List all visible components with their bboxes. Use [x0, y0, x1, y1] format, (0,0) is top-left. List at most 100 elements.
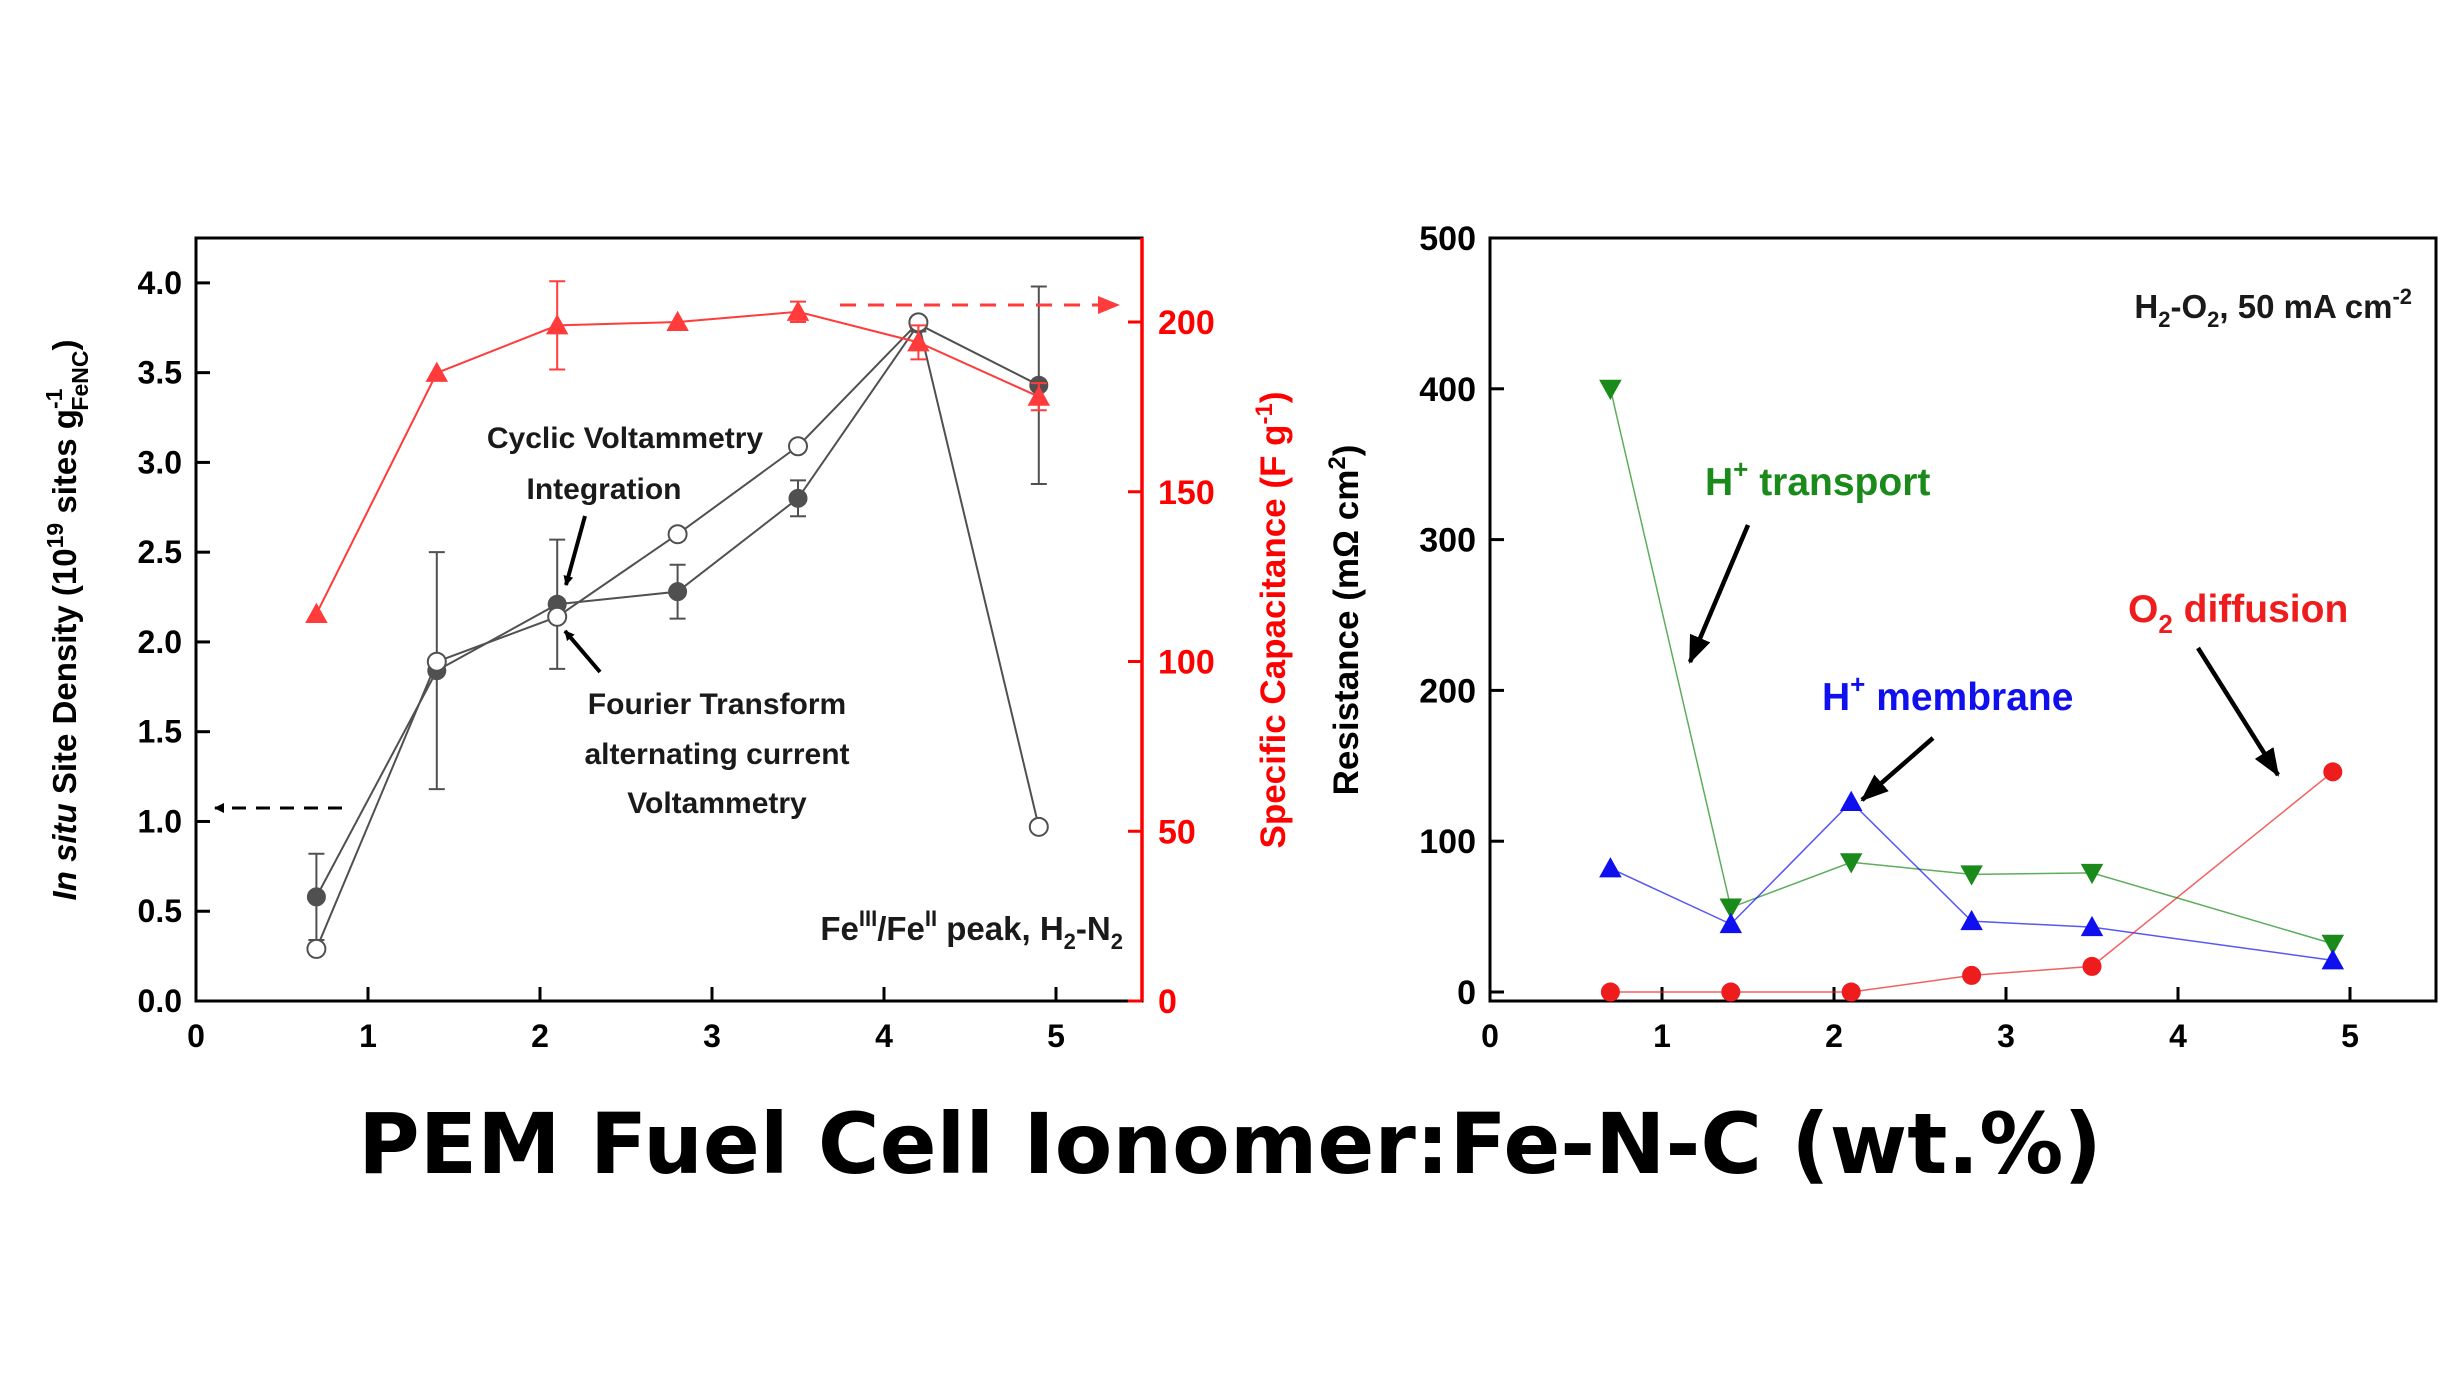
- peak-condition-label: FeIII/FeII peak, H2-N2: [820, 906, 1123, 954]
- data-point-2: [907, 331, 930, 352]
- peak-label-sup1: III: [859, 906, 877, 931]
- resistance-x-tick-label: 0: [1481, 1018, 1499, 1054]
- peak-label-sup2: II: [925, 906, 937, 931]
- resistance-x-tick-label: 2: [1825, 1018, 1843, 1054]
- left-y-tick-label: 1.0: [138, 803, 182, 839]
- left-y-axis-label-italic: In situ: [46, 803, 83, 900]
- resistance-point-0: [1599, 379, 1622, 401]
- peak-label-sub2: 2: [1111, 929, 1123, 954]
- ft-annotation-line2: alternating current: [584, 738, 849, 771]
- peak-label-part: peak, H: [937, 910, 1064, 947]
- left-y-tick-label: 2.0: [138, 624, 182, 660]
- ft-annotation-line1: Fourier Transform: [588, 688, 846, 721]
- right-y-axis-label: Specific Capacitance (F g-1): [1251, 391, 1294, 848]
- data-point-2: [666, 310, 689, 331]
- resistance-point-1: [2321, 949, 2345, 970]
- condition-sub2: 2: [2207, 307, 2219, 332]
- resistance-point-2: [2323, 762, 2343, 782]
- resistance-y-label-main: Resistance (mΩ cm: [1327, 470, 1366, 796]
- right-y-axis-label-main: Specific Capacitance (F g: [1254, 424, 1293, 848]
- condition-label: H2-O2, 50 mA cm-2: [2134, 284, 2412, 332]
- left-chart: 0 1 2 3 4 5 0.0 0.5 1.0 1.5 2.0 2.5 3.0 3.5 4.0 0 50 100 1…: [41, 236, 1294, 1054]
- series-line-1: [315, 320, 1040, 950]
- left-y-axis-label: In situ Site Density (1019 sites g-1FeNC…: [41, 340, 93, 901]
- left-plot-area: [194, 236, 1144, 1003]
- h-membrane-label-sup: +: [1850, 669, 1865, 699]
- left-y-axis-label-exp: 19: [42, 523, 68, 549]
- resistance-x-tick-label: 4: [2169, 1018, 2187, 1054]
- data-point-1: [1028, 816, 1049, 837]
- resistance-y-tick-label: 100: [1419, 823, 1476, 861]
- resistance-y-tick-label: 300: [1419, 522, 1476, 560]
- data-point-2: [1027, 385, 1051, 406]
- left-plot-frame: [194, 236, 1144, 1003]
- resistance-y-label-sup: 2: [1324, 456, 1351, 469]
- left-x-tick-label: 3: [703, 1018, 721, 1054]
- left-y-tick-label: 0.5: [138, 893, 182, 929]
- left-y-axis-label-sup: -1: [41, 388, 67, 409]
- resistance-x-tick-label: 1: [1653, 1018, 1671, 1054]
- o2-diffusion-label-sub: 2: [2158, 609, 2172, 639]
- h-membrane-label-part: membrane: [1865, 676, 2073, 719]
- data-point-1: [667, 524, 688, 545]
- left-ticks: 0 1 2 3 4 5 0.0 0.5 1.0 1.5 2.0 2.5 3.0 3.5 4.0 0 50 100 1…: [138, 238, 1215, 1054]
- condition-sub1: 2: [2158, 307, 2170, 332]
- peak-label-part: Fe: [820, 910, 859, 947]
- resistance-x-tick-label: 5: [2341, 1018, 2359, 1054]
- data-point-0: [306, 887, 326, 907]
- resistance-point-0: [2080, 863, 2104, 885]
- right-ticks: 0 1 2 3 4 5 0 100 200 300 400 500: [1419, 220, 2359, 1054]
- right-y-tick-label: 150: [1158, 474, 1215, 512]
- condition-sup: -2: [2392, 284, 2412, 309]
- right-y-tick-label: 200: [1158, 304, 1215, 342]
- left-y-tick-label: 1.5: [138, 714, 182, 750]
- o2-diffusion-arrow: [2196, 646, 2280, 777]
- resistance-point-0: [2321, 934, 2345, 955]
- right-y-tick-label: 50: [1158, 813, 1196, 851]
- resistance-point-2: [1600, 982, 1620, 1002]
- resistance-point-0: [1719, 898, 1743, 919]
- h-transport-label-part: H: [1705, 461, 1733, 504]
- h-membrane-arrow: [1860, 736, 1935, 802]
- data-point-0: [788, 488, 808, 508]
- left-y-tick-label: 0.0: [138, 983, 182, 1019]
- data-point-2: [786, 300, 810, 321]
- left-x-tick-label: 5: [1047, 1018, 1065, 1054]
- data-point-1: [547, 606, 568, 627]
- peak-label-part: -N: [1076, 910, 1111, 947]
- cv-annotation-arrow: [563, 515, 587, 586]
- data-point-2: [305, 602, 328, 623]
- ft-annotation-line3: Voltammetry: [627, 787, 807, 820]
- peak-label-part: /Fe: [877, 910, 925, 947]
- right-y-tick-label: 0: [1158, 983, 1177, 1021]
- left-x-tick-label: 1: [359, 1018, 377, 1054]
- resistance-point-1: [1960, 909, 1983, 931]
- left-y-tick-label: 4.0: [138, 265, 182, 301]
- h-membrane-label: H+ membrane: [1822, 669, 2073, 719]
- left-y-axis-label-sub: FeNC: [67, 351, 93, 411]
- left-y-tick-label: 3.0: [138, 444, 182, 480]
- shared-x-axis-title: PEM Fuel Cell Ionomer:Fe-N-C (wt.%): [358, 1095, 2102, 1193]
- condition-part: , 50 mA cm: [2219, 288, 2392, 325]
- h-transport-label-sup: +: [1733, 454, 1748, 484]
- left-y-axis-label-mid: sites g: [46, 409, 83, 523]
- right-y-axis-label-end: ): [1254, 391, 1293, 403]
- resistance-point-2: [1962, 965, 1982, 985]
- resistance-point-0: [1839, 853, 1863, 874]
- resistance-series-line-0: [1609, 388, 2334, 945]
- resistance-x-tick-label: 3: [1997, 1018, 2015, 1054]
- right-y-axis-label-sup: -1: [1251, 403, 1278, 424]
- resistance-y-axis-label: Resistance (mΩ cm2): [1324, 445, 1367, 796]
- resistance-point-2: [1841, 982, 1861, 1002]
- cv-annotation-line2: Integration: [527, 473, 682, 506]
- resistance-y-tick-label: 200: [1419, 672, 1476, 710]
- right-plot-frame: [1488, 236, 2438, 1003]
- resistance-point-1: [2080, 915, 2104, 937]
- data-point-0: [668, 582, 688, 602]
- o2-diffusion-label-part: O: [2128, 588, 2158, 631]
- resistance-y-tick-label: 400: [1419, 371, 1476, 409]
- left-x-tick-label: 4: [875, 1018, 893, 1054]
- left-y-tick-label: 3.5: [138, 355, 182, 391]
- condition-part: H: [2134, 288, 2158, 325]
